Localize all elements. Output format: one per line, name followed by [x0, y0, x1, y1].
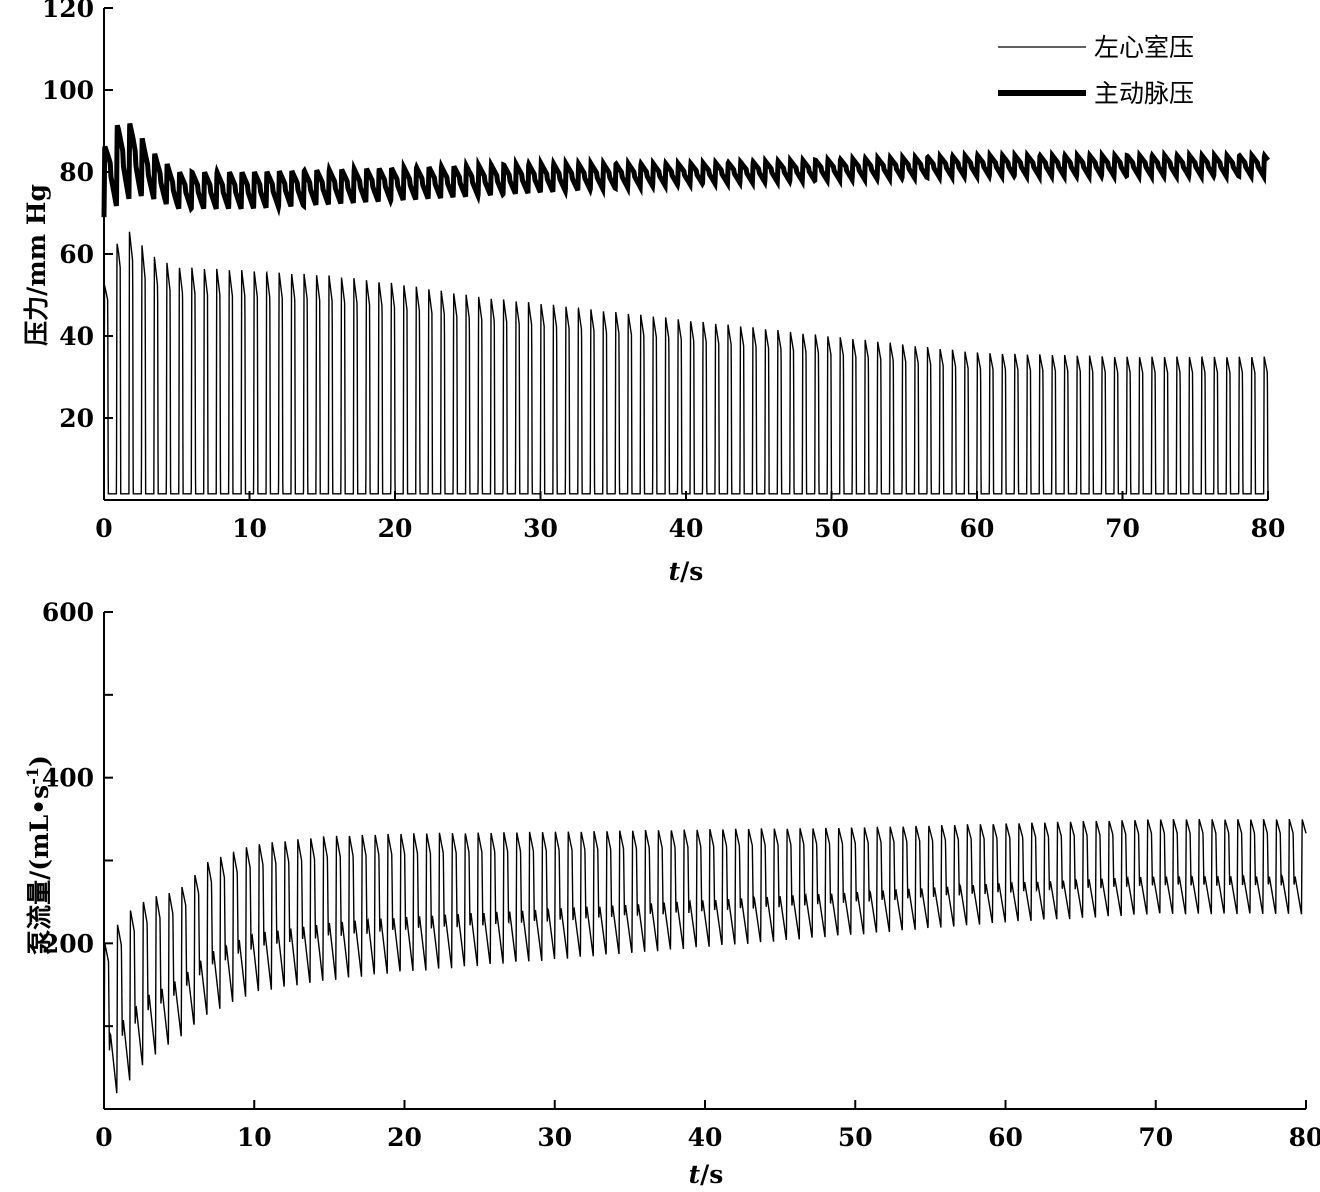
pressure-series-1-line — [101, 122, 1270, 218]
pressure-x-tick-label: 60 — [960, 514, 995, 543]
flow-ticks: 0 10 20 30 40 50 60 70 80 200 400 600 — [42, 598, 1320, 1152]
flow-x-tick-label: 80 — [1289, 1123, 1320, 1152]
pressure-chart: 0 10 20 30 40 50 60 70 80 20 40 60 80 100 120 压力/mm Hg… — [22, 0, 1285, 586]
pressure-x-axis-label: t/s — [669, 557, 704, 586]
pressure-x-tick-label: 70 — [1105, 514, 1140, 543]
flow-x-tick-label: 40 — [688, 1123, 723, 1152]
flow-x-axis-label: t/s — [689, 1160, 724, 1187]
pressure-x-tick-label: 50 — [814, 514, 849, 543]
legend-label-aortic-pressure: 主动脉压 — [1094, 79, 1194, 108]
pressure-y-tick-label: 60 — [59, 240, 94, 269]
flow-x-tick-label: 30 — [537, 1123, 572, 1152]
pressure-x-tick-label: 20 — [378, 514, 413, 543]
flow-y-axis-label: 泵流量/(mL•s-1) — [23, 755, 54, 955]
pressure-y-tick-label: 40 — [59, 322, 94, 351]
pressure-y-tick-label: 20 — [59, 404, 94, 433]
flow-y-tick-label: 200 — [42, 929, 94, 958]
flow-x-tick-label: 20 — [387, 1123, 422, 1152]
flow-x-tick-label: 50 — [838, 1123, 873, 1152]
flow-x-tick-label: 10 — [237, 1123, 272, 1152]
pressure-legend: 左心室压 主动脉压 — [998, 33, 1194, 108]
flow-series-0-line — [103, 818, 1307, 1105]
pressure-ticks: 0 10 20 30 40 50 60 70 80 20 40 60 80 100 120 — [42, 0, 1286, 543]
pressure-x-tick-label: 0 — [95, 514, 112, 543]
pressure-y-tick-label: 80 — [59, 158, 94, 187]
pressure-y-axis-label: 压力/mm Hg — [22, 184, 51, 346]
pressure-x-tick-label: 80 — [1251, 514, 1286, 543]
flow-y-tick-label: 600 — [42, 598, 94, 627]
pressure-x-tick-label: 30 — [523, 514, 558, 543]
flow-series — [103, 818, 1307, 1105]
flow-x-tick-label: 70 — [1138, 1123, 1173, 1152]
legend-label-lv-pressure: 左心室压 — [1094, 33, 1194, 62]
pressure-y-tick-label: 120 — [42, 0, 94, 23]
flow-y-tick-label: 400 — [42, 764, 94, 793]
pressure-y-tick-label: 100 — [42, 76, 94, 105]
pressure-series — [101, 122, 1270, 495]
pressure-x-tick-label: 10 — [232, 514, 267, 543]
pressure-series-0-line — [103, 231, 1269, 495]
flow-x-tick-label: 0 — [95, 1123, 112, 1152]
flow-x-tick-label: 60 — [988, 1123, 1023, 1152]
pressure-x-tick-label: 40 — [669, 514, 704, 543]
